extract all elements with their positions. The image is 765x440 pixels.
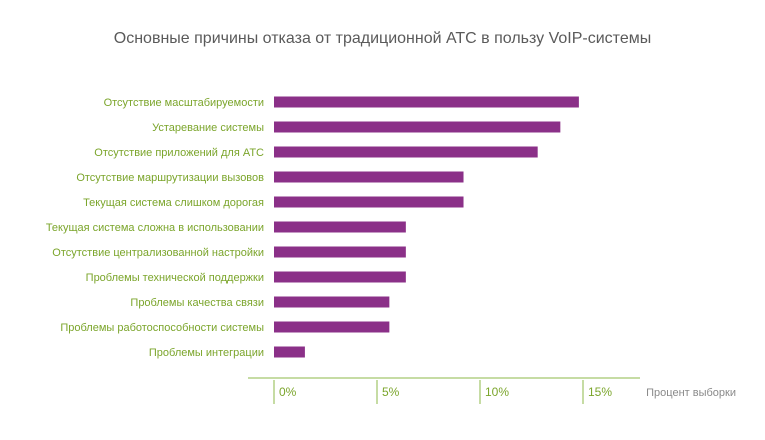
x-axis: 0% 5% 10% 15% Процент выборки (248, 377, 736, 404)
x-tick-label: 15% (588, 385, 612, 399)
category-labels: Отсутствие масштабируемости Устаревание с… (46, 97, 264, 359)
bar (274, 121, 561, 133)
category-label: Проблемы технической поддержки (86, 272, 264, 284)
x-tick-label: 0% (279, 385, 297, 399)
bar (274, 321, 390, 333)
bar (274, 246, 406, 258)
category-label: Текущая система слишком дорогая (83, 197, 264, 209)
category-label: Текущая система сложна в использовании (46, 222, 264, 234)
x-axis-label: Процент выборки (646, 387, 736, 399)
category-label: Проблемы интеграции (149, 347, 264, 359)
x-tick-label: 5% (382, 385, 400, 399)
category-label: Проблемы работоспособности системы (60, 322, 264, 334)
bar (274, 146, 538, 158)
bars-group (274, 96, 579, 358)
category-label: Отсутствие приложений для АТС (94, 147, 264, 159)
category-label: Устаревание системы (152, 122, 264, 134)
category-label: Отсутствие масштабируемости (104, 97, 264, 109)
x-tick-label: 10% (485, 385, 509, 399)
category-label: Отсутствие централизованной настройки (52, 247, 264, 259)
bar (274, 196, 464, 208)
category-label: Проблемы качества связи (130, 297, 264, 309)
bar (274, 96, 579, 108)
bar (274, 296, 390, 308)
bar (274, 171, 464, 183)
chart-title: Основные причины отказа от традиционной … (113, 30, 652, 47)
category-label: Отсутствие маршрутизации вызовов (76, 172, 264, 184)
bar (274, 221, 406, 233)
bar (274, 346, 305, 358)
bar (274, 271, 406, 283)
